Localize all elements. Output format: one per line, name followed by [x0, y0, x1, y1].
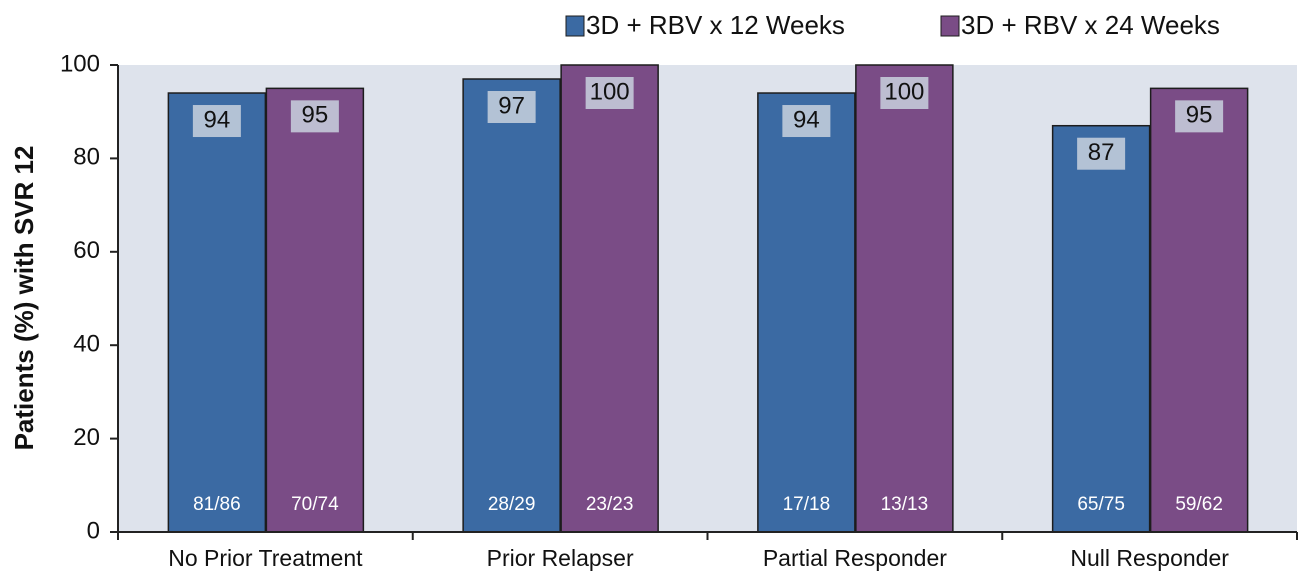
y-tick-label: 40	[73, 331, 100, 358]
value-label-box	[880, 77, 929, 109]
value-label-box	[192, 105, 241, 138]
bar	[1051, 124, 1151, 533]
value-label-box	[782, 105, 831, 138]
value-label: 97	[498, 92, 525, 119]
value-label: 95	[1186, 102, 1213, 129]
count-label: 13/13	[881, 494, 929, 515]
bar	[855, 64, 954, 533]
value-label-box	[1175, 100, 1224, 133]
legend-label: 3D + RBV x 12 Weeks	[586, 10, 845, 40]
value-label: 95	[302, 102, 329, 129]
value-label: 100	[590, 78, 630, 105]
x-tick-label: Prior Relapser	[487, 545, 634, 571]
legend-swatch	[940, 15, 960, 37]
value-label: 100	[884, 78, 924, 105]
bar	[757, 92, 856, 533]
value-label: 87	[1088, 139, 1115, 166]
value-label-box	[487, 91, 536, 124]
count-label: 28/29	[488, 494, 536, 515]
count-label: 23/23	[586, 494, 634, 515]
x-tick-label: Null Responder	[1070, 545, 1229, 571]
bar	[560, 64, 659, 533]
y-axis-label: Patients (%) with SVR 12	[9, 146, 39, 451]
count-label: 17/18	[783, 494, 831, 515]
y-tick-label: 60	[73, 237, 100, 264]
value-label-box	[290, 100, 339, 133]
value-label-box	[585, 77, 634, 109]
y-tick-label: 20	[73, 424, 100, 451]
value-label: 94	[204, 106, 231, 133]
count-label: 59/62	[1175, 494, 1223, 515]
bar	[462, 78, 561, 533]
count-label: 65/75	[1077, 494, 1125, 515]
y-tick-label: 0	[87, 517, 100, 544]
count-label: 81/86	[193, 494, 241, 515]
legend-swatch	[565, 15, 585, 37]
count-label: 70/74	[291, 494, 339, 515]
value-label-box	[1077, 137, 1126, 170]
bar	[265, 87, 365, 533]
bar	[1149, 87, 1249, 533]
legend-label: 3D + RBV x 24 Weeks	[961, 10, 1220, 40]
y-tick-label: 100	[60, 50, 100, 77]
y-tick-label: 80	[73, 144, 100, 171]
x-tick-label: No Prior Treatment	[168, 545, 363, 571]
x-tick-label: Partial Responder	[763, 545, 947, 571]
bar	[167, 92, 267, 533]
value-label: 94	[793, 106, 820, 133]
